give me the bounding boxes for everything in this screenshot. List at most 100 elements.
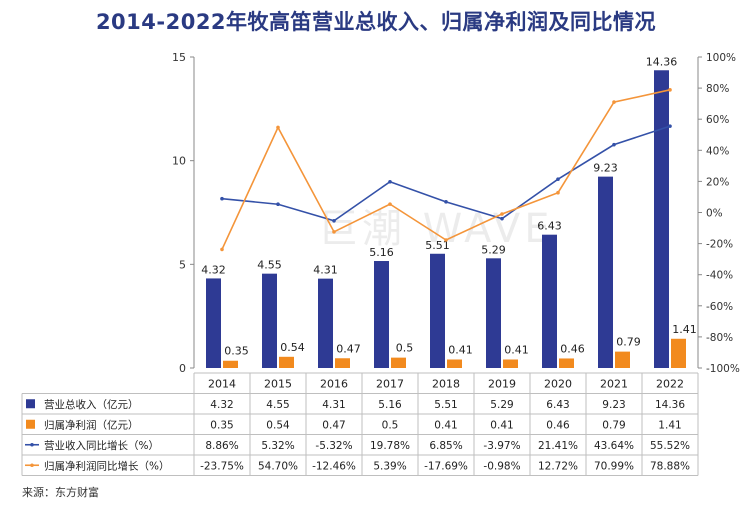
profit-bar-label: 0.41	[504, 343, 529, 356]
profit-yoy-point	[444, 238, 448, 242]
revenue-bar	[318, 278, 333, 368]
revenue-yoy-table-cell: 19.78%	[370, 440, 410, 452]
revenue-bar-label: 5.29	[481, 243, 506, 256]
profit-yoy-point	[220, 247, 224, 252]
revenue-yoy-table-cell: 8.86%	[205, 440, 238, 452]
profit-yoy-point	[668, 88, 672, 92]
profit-yoy-table-cell: -0.98%	[483, 460, 520, 472]
profit-yoy-table-cell: 54.70%	[258, 460, 298, 472]
y-right-tick-label: 100%	[706, 52, 736, 64]
x-tick-label: 2022	[656, 378, 684, 391]
profit-table-cell: 0.47	[322, 419, 345, 431]
x-tick-label: 2018	[432, 378, 460, 391]
profit-bar-label: 0.54	[280, 341, 305, 354]
x-tick-label: 2014	[208, 378, 236, 391]
profit-yoy-table-cell: 78.88%	[650, 460, 690, 472]
profit-yoy-table-cell: 5.39%	[373, 460, 406, 472]
profit-yoy-point	[332, 230, 336, 234]
y-left-tick-label: 15	[172, 51, 186, 64]
profit-table-cell: 0.41	[434, 419, 457, 431]
watermark: 巨潮 WAVE	[318, 206, 554, 252]
x-tick-label: 2015	[264, 378, 292, 391]
revenue-bar	[430, 253, 445, 368]
revenue-yoy-point	[556, 177, 560, 182]
revenue-yoy-table-cell: 55.52%	[650, 440, 690, 452]
revenue-table-cell: 4.31	[322, 399, 345, 411]
revenue-yoy-table-cell: 6.85%	[429, 440, 462, 452]
revenue-bar	[374, 261, 389, 368]
profit-bar-label: 0.41	[448, 343, 473, 356]
y-left-tick-label: 5	[179, 258, 186, 271]
y-right-tick-label: 0%	[706, 208, 723, 220]
profit-bar	[279, 356, 294, 368]
revenue-yoy-point	[388, 179, 392, 184]
y-right-tick-label: 80%	[706, 83, 729, 95]
y-left-tick-label: 10	[172, 155, 186, 168]
profit-yoy-point	[500, 212, 504, 216]
revenue-yoy-table-cell: -5.32%	[315, 440, 352, 452]
revenue-yoy-point	[276, 202, 280, 207]
y-right-tick-label: 40%	[706, 145, 729, 157]
profit-bar	[335, 358, 350, 368]
profit-table-cell: 0.35	[210, 419, 233, 431]
chart-title: 2014-2022年牧高笛营业总收入、归属净利润及同比情况	[95, 10, 657, 34]
profit-bar-label: 0.46	[560, 342, 585, 355]
profit-bar-label: 0.5	[396, 342, 414, 355]
profit-bar	[503, 359, 518, 368]
y-right-tick-label: -100%	[706, 363, 740, 375]
revenue-yoy-table-cell: 21.41%	[538, 440, 578, 452]
profit-legend-swatch	[26, 419, 35, 429]
revenue-bar-label: 4.31	[313, 264, 338, 277]
revenue-table-cell: 4.55	[266, 399, 289, 411]
revenue-yoy-point	[612, 142, 616, 147]
revenue-yoy-point	[668, 124, 672, 128]
y-right-tick-label: 20%	[706, 176, 729, 188]
profit-bar	[447, 359, 462, 368]
revenue-legend-label: 营业总收入（亿元）	[44, 398, 139, 411]
profit-bar	[223, 360, 238, 368]
profit-table-cell: 0.5	[382, 419, 399, 431]
revenue-bar	[598, 176, 613, 368]
x-tick-label: 2016	[320, 378, 348, 391]
profit-table-cell: 0.46	[546, 419, 570, 431]
revenue-table-cell: 5.51	[434, 399, 457, 411]
revenue-bar-label: 9.23	[593, 162, 618, 175]
profit-yoy-point	[556, 190, 560, 195]
revenue-yoy-point	[220, 196, 224, 201]
profit-bar-label: 0.79	[616, 336, 641, 349]
revenue-bar-label: 14.36	[646, 55, 678, 68]
profit-yoy-legend-label: 归属净利润同比增长（%）	[44, 459, 169, 472]
x-tick-label: 2019	[488, 378, 516, 391]
revenue-table-cell: 4.32	[210, 399, 233, 411]
y-right-tick-label: -40%	[706, 270, 733, 282]
revenue-yoy-table-cell: 5.32%	[261, 440, 294, 452]
revenue-bar-label: 4.32	[201, 263, 226, 276]
source-note: 来源：东方财富	[22, 486, 99, 499]
x-tick-label: 2017	[376, 378, 404, 391]
revenue-table-cell: 5.16	[378, 399, 402, 411]
profit-yoy-table-cell: -17.69%	[424, 460, 468, 472]
profit-bar-label: 1.41	[672, 323, 697, 336]
profit-table-cell: 0.54	[266, 419, 290, 431]
revenue-yoy-legend-label: 营业收入同比增长（%）	[44, 439, 159, 452]
revenue-table-cell: 14.36	[655, 399, 685, 411]
y-left-tick-label: 0	[179, 362, 186, 375]
profit-bar	[559, 358, 574, 368]
revenue-bar	[654, 70, 669, 368]
revenue-yoy-table-cell: -3.97%	[483, 440, 520, 452]
x-tick-label: 2021	[600, 378, 628, 391]
profit-table-cell: 0.41	[490, 419, 513, 431]
revenue-bar	[542, 234, 557, 368]
profit-bar	[671, 338, 686, 368]
profit-yoy-legend-marker	[30, 463, 34, 468]
revenue-table-cell: 5.29	[490, 399, 513, 411]
profit-table-cell: 0.79	[602, 419, 625, 431]
revenue-yoy-point	[500, 216, 504, 221]
revenue-yoy-point	[332, 218, 336, 223]
profit-yoy-point	[612, 100, 616, 104]
revenue-yoy-legend-marker	[30, 442, 34, 447]
revenue-bar	[206, 278, 221, 368]
revenue-bar-label: 5.16	[369, 246, 394, 259]
profit-bar-label: 0.35	[224, 345, 249, 358]
